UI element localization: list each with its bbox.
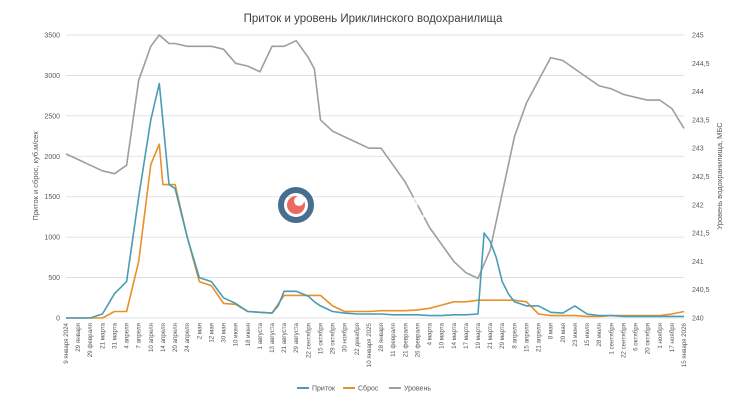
- legend-label: Сброс: [358, 385, 379, 393]
- x-tick-label: 20 октября: [645, 323, 652, 354]
- x-tick-label: 17 ноября: [669, 323, 676, 352]
- x-tick-label: 29 марта: [499, 322, 506, 348]
- x-tick-label: 14 апреля: [160, 323, 167, 352]
- right-tick-label: 244: [692, 89, 704, 96]
- x-tick-label: 10 января 2025: [366, 322, 373, 367]
- x-tick-label: 24 апреля: [184, 323, 191, 352]
- x-tick-label: 9 января 2024: [63, 322, 70, 363]
- x-tick-label: 21 марта: [99, 322, 106, 348]
- x-tick-label: 20 мая: [560, 323, 567, 343]
- x-tick-label: 1 сентября: [608, 323, 615, 355]
- x-tick-label: 28 июля: [596, 323, 603, 347]
- x-tick-label: 4 апреля: [124, 323, 131, 349]
- x-tick-label: 14 марта: [451, 322, 458, 348]
- right-tick-label: 241,5: [692, 231, 710, 238]
- x-tick-label: 15 апреля: [523, 323, 530, 352]
- x-tick-label: 7 апреля: [136, 323, 143, 349]
- x-tick-label: 12 мая: [208, 323, 215, 343]
- right-tick-label: 241: [692, 259, 704, 266]
- right-tick-label: 242,5: [692, 174, 710, 181]
- x-tick-label: 21 августа: [281, 322, 288, 352]
- series-layer: [65, 34, 685, 319]
- left-tick-label: 1500: [44, 194, 60, 201]
- left-tick-label: 1000: [44, 235, 60, 242]
- x-tick-label: 17 марта: [463, 322, 470, 348]
- watermark-logo-highlight: [294, 196, 304, 206]
- x-tick-label: 15 октября: [317, 323, 324, 354]
- x-tick-label: 8 апреля: [511, 323, 518, 349]
- x-tick-label: 10 апреля: [148, 323, 155, 352]
- x-tick-label: 2 мая: [196, 323, 203, 339]
- x-tick-label: 28 января: [378, 323, 385, 352]
- legend-label: Уровень: [404, 386, 431, 393]
- right-tick-label: 242: [692, 202, 704, 209]
- series-line-2: [65, 34, 685, 280]
- legend-label: Приток: [312, 386, 336, 393]
- left-tick-label: 0: [56, 316, 60, 323]
- x-tick-label: 29 февраля: [87, 323, 94, 357]
- chart-title: Приток и уровень Ириклинского водохранил…: [244, 13, 503, 25]
- right-tick-label: 240,5: [692, 287, 710, 294]
- x-tick-label: 20 апреля: [172, 323, 179, 352]
- x-tick-label: 13 августа: [269, 322, 276, 352]
- x-tick-label: 26 февраля: [414, 323, 421, 357]
- right-axis-ticks: 240 240,5 241 241,5 242 242,5 243 243,5 244 244,5…: [692, 33, 710, 323]
- x-tick-label: 1 августа: [257, 322, 264, 349]
- x-tick-label: 6 октября: [633, 323, 640, 351]
- x-tick-label: 29 августа: [293, 322, 300, 352]
- watermark-logo-ring: [278, 187, 314, 223]
- x-tick-label: 30 ноября: [342, 323, 349, 352]
- right-tick-label: 244,5: [692, 61, 710, 68]
- x-tick-label: 29 октября: [330, 323, 337, 354]
- x-tick-label: 10 марта: [439, 322, 446, 348]
- x-tick-label: 19 марта: [475, 322, 482, 348]
- x-tick-label: 1 ноября: [657, 323, 664, 349]
- x-tick-label: 10 июня: [233, 323, 240, 346]
- x-tick-label: 15 июля: [584, 323, 591, 347]
- series-line-0: [66, 82, 684, 319]
- left-tick-label: 500: [48, 275, 60, 282]
- x-tick-label: 11 февраля: [390, 323, 397, 357]
- x-tick-label: 8 мая: [548, 323, 555, 339]
- x-tick-label: 21 марта: [487, 322, 494, 348]
- left-tick-label: 3500: [44, 33, 60, 40]
- right-tick-label: 243,5: [692, 117, 710, 124]
- legend: Приток Сброс Уровень: [297, 385, 431, 393]
- x-tick-label: 21 апреля: [536, 323, 543, 352]
- watermark: Урал56.Ру: [278, 187, 433, 223]
- left-tick-label: 2000: [44, 154, 60, 161]
- x-tick-label: 23 июня: [572, 323, 579, 346]
- x-tick-label: 4 марта: [427, 322, 434, 345]
- x-tick-label: 21 февраля: [402, 323, 409, 357]
- x-tick-label: 22 декабря: [354, 323, 361, 355]
- x-tick-label: 29 января: [75, 323, 82, 352]
- x-tick-label: 22 сентября: [620, 323, 627, 358]
- left-axis-ticks: 0 500 1000 1500 2000 2500 3000 3500: [44, 33, 60, 323]
- left-tick-label: 2500: [44, 113, 60, 120]
- watermark-text: Урал56.Ру: [318, 193, 433, 218]
- x-tick-label: 31 марта: [111, 322, 118, 348]
- x-tick-label: 22 сентября: [305, 323, 312, 358]
- x-tick-label: 18 июня: [245, 323, 252, 346]
- x-axis-ticks: 9 января 2024 29 января 29 февраля 21 марта…: [63, 322, 688, 367]
- right-tick-label: 240: [692, 316, 704, 323]
- right-tick-label: 245: [692, 33, 704, 40]
- left-tick-label: 3000: [44, 73, 60, 80]
- right-axis-title: Уровень водохранилища, МБС: [715, 122, 724, 230]
- grid-layer: [66, 34, 684, 319]
- x-tick-label: 15 января 2026: [681, 322, 688, 367]
- left-axis-title: Приток и сброс, куб.м/сек: [31, 131, 40, 221]
- right-tick-label: 243: [692, 146, 704, 153]
- x-tick-label: 30 мая: [221, 323, 228, 343]
